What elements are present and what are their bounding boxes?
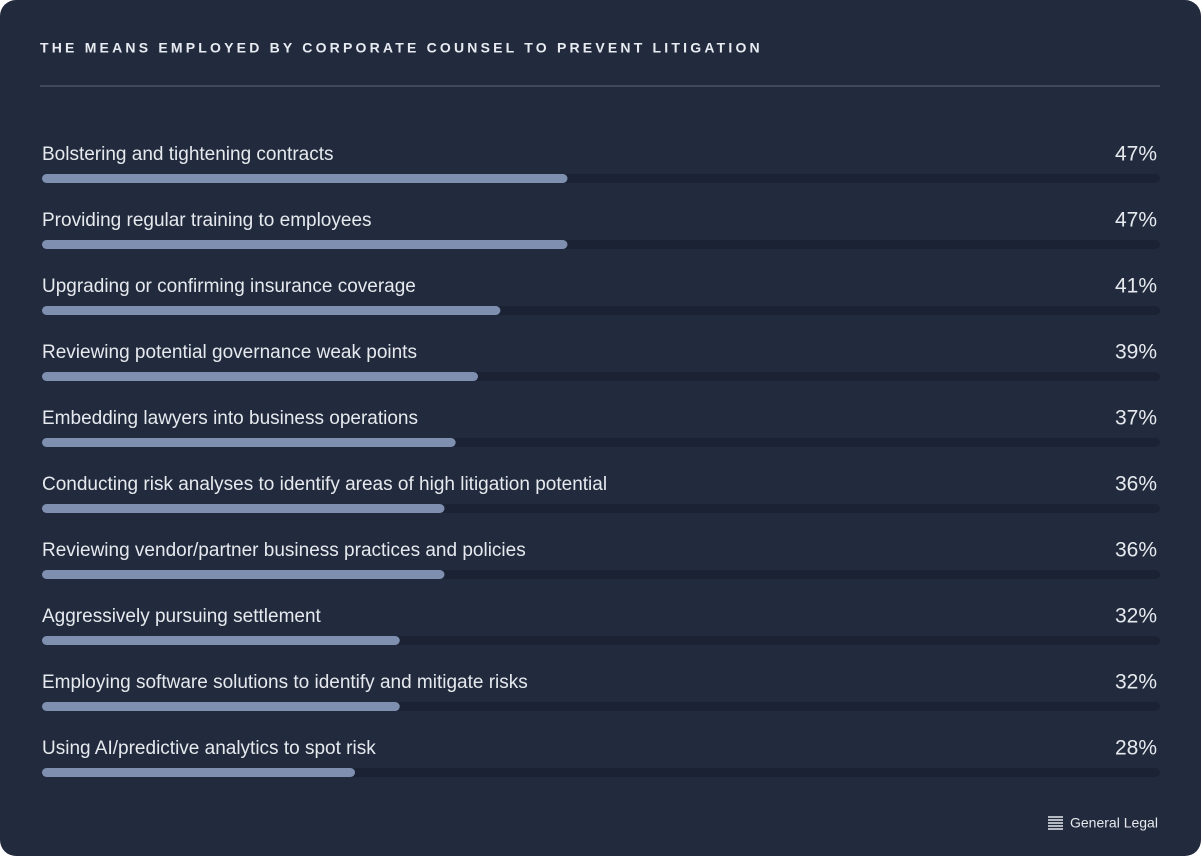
bar [42, 372, 479, 381]
chart-title: THE MEANS EMPLOYED BY CORPORATE COUNSEL … [40, 40, 763, 56]
value-label: 32% [1115, 671, 1157, 694]
category-label: Conducting risk analyses to identify are… [42, 474, 607, 495]
category-label: Upgrading or confirming insurance covera… [42, 276, 416, 297]
value-label: 47% [1115, 143, 1157, 166]
bar [42, 768, 356, 777]
bar [42, 240, 568, 249]
brand: General Legal [1070, 815, 1158, 831]
brand-logo [1048, 816, 1063, 830]
bar [42, 174, 568, 183]
category-label: Bolstering and tightening contracts [42, 144, 334, 165]
bar [42, 570, 445, 579]
category-label: Aggressively pursuing settlement [42, 606, 322, 627]
value-label: 37% [1115, 407, 1157, 430]
value-label: 47% [1115, 209, 1157, 232]
category-label: Reviewing potential governance weak poin… [42, 342, 417, 363]
bar [42, 438, 456, 447]
value-label: 36% [1115, 539, 1157, 562]
category-label: Reviewing vendor/partner business practi… [42, 540, 526, 561]
value-label: 28% [1115, 737, 1157, 760]
bar [42, 504, 445, 513]
value-label: 36% [1115, 473, 1157, 496]
value-label: 39% [1115, 341, 1157, 364]
value-label: 41% [1115, 275, 1157, 298]
category-label: Embedding lawyers into business operatio… [42, 408, 418, 429]
bar [42, 306, 501, 315]
bar [42, 702, 400, 711]
value-label: 32% [1115, 605, 1157, 628]
category-label: Employing software solutions to identify… [42, 672, 528, 693]
category-label: Using AI/predictive analytics to spot ri… [42, 738, 376, 759]
category-label: Providing regular training to employees [42, 210, 372, 231]
bar [42, 636, 400, 645]
